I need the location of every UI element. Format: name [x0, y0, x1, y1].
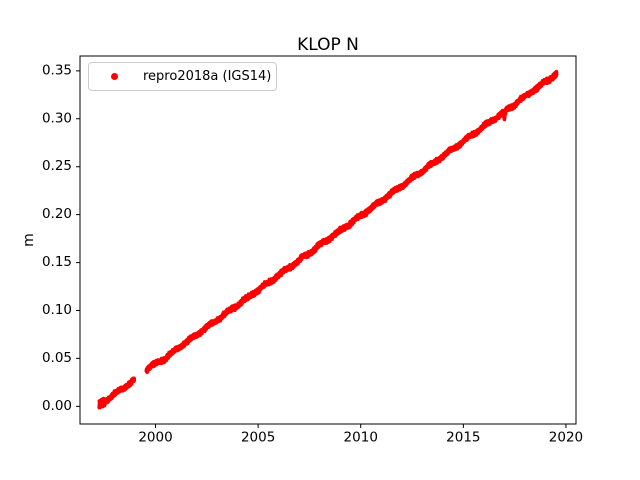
scatter-marker-icon — [111, 73, 118, 80]
legend-label: repro2018a (IGS14) — [143, 69, 272, 84]
legend: repro2018a (IGS14) — [88, 62, 277, 91]
chart-title: KLOP N — [297, 35, 359, 55]
y-axis-label: m — [21, 233, 37, 247]
